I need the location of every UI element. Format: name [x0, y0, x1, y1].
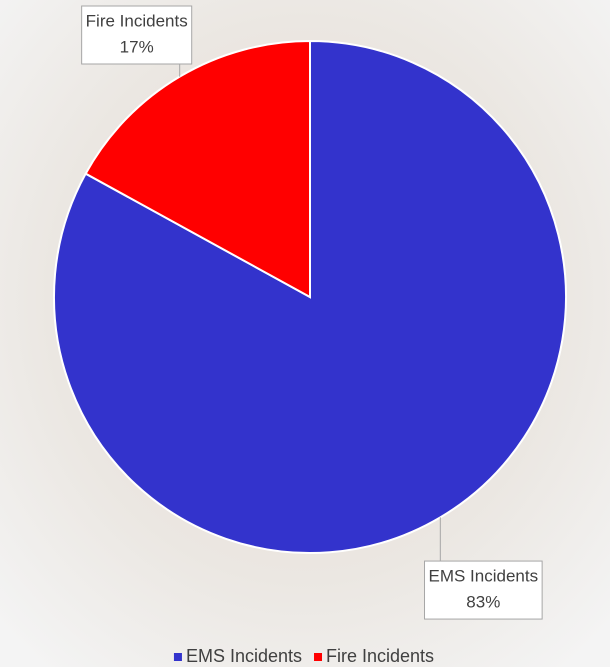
legend: EMS Incidents Fire Incidents [173, 646, 434, 666]
pie-slice [84, 39, 311, 299]
data-label-category: Fire Incidents [86, 11, 188, 30]
data-label-box [424, 560, 543, 620]
legend-marker [314, 653, 323, 661]
data-label-category: EMS Incidents [429, 567, 539, 586]
legend-marker [173, 653, 182, 661]
legend-label: Fire Incidents [326, 646, 434, 666]
data-label-value: 17% [120, 37, 154, 56]
data-label-box [81, 5, 193, 65]
data-label: Fire Incidents 17% [81, 5, 193, 65]
data-label-value: 83% [466, 593, 500, 612]
legend-label: EMS Incidents [186, 646, 302, 666]
plot-area: EMS Incidents 83% Fire Incidents 17% [53, 5, 567, 620]
data-label: EMS Incidents 83% [424, 560, 543, 620]
